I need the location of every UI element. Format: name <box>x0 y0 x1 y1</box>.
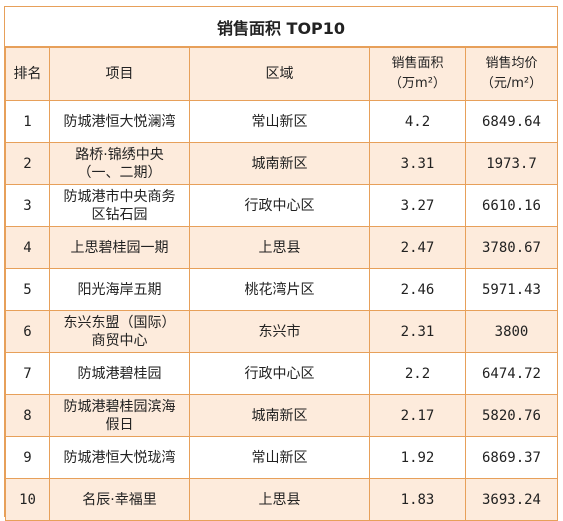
district-cell: 行政中心区 <box>189 352 370 395</box>
area-cell: 1.83 <box>369 478 466 521</box>
header-price-unit: （元/m²） <box>480 76 543 91</box>
header-project: 项目 <box>49 47 190 101</box>
project-name-line: 名辰·幸福里 <box>82 491 157 508</box>
area-cell: 4.2 <box>369 100 466 143</box>
area-cell: 2.17 <box>369 394 466 437</box>
area-cell: 3.31 <box>369 142 466 185</box>
rank-cell: 10 <box>5 478 50 521</box>
project-cell: 阳光海岸五期 <box>49 268 190 311</box>
price-cell: 6849.64 <box>465 100 558 143</box>
table-frame: 销售面积 TOP10 排名 项目 区域 销售面积 （万m²） 销售均价 （元/m… <box>4 6 558 521</box>
district-cell: 上思县 <box>189 478 370 521</box>
rank-cell: 2 <box>5 142 50 185</box>
project-name-line: 上思碧桂园一期 <box>70 239 169 256</box>
district-cell: 桃花湾片区 <box>189 268 370 311</box>
price-cell: 6610.16 <box>465 184 558 227</box>
project-name-line: 东兴东盟（国际） <box>63 314 176 331</box>
rank-cell: 8 <box>5 394 50 437</box>
district-cell: 上思县 <box>189 226 370 269</box>
project-cell: 防城港碧桂园 <box>49 352 190 395</box>
table-title: 销售面积 TOP10 <box>5 7 557 47</box>
header-area-label: 销售面积 <box>391 56 444 71</box>
area-cell: 2.2 <box>369 352 466 395</box>
district-cell: 东兴市 <box>189 310 370 353</box>
project-name-line: 区钻石园 <box>91 206 148 223</box>
table-row: 5 阳光海岸五期 桃花湾片区 2.46 5971.43 <box>5 268 558 311</box>
table-row: 10 名辰·幸福里 上思县 1.83 3693.24 <box>5 478 558 521</box>
rank-cell: 4 <box>5 226 50 269</box>
price-cell: 6474.72 <box>465 352 558 395</box>
header-area: 销售面积 （万m²） <box>369 47 466 101</box>
project-cell: 东兴东盟（国际） 商贸中心 <box>49 310 190 353</box>
project-name-line: 防城港恒大悦澜湾 <box>63 113 176 130</box>
price-cell: 3800 <box>465 310 558 353</box>
area-cell: 1.92 <box>369 436 466 479</box>
table-row: 6 东兴东盟（国际） 商贸中心 东兴市 2.31 3800 <box>5 310 558 353</box>
header-row: 排名 项目 区域 销售面积 （万m²） 销售均价 （元/m²） <box>5 47 558 101</box>
header-price: 销售均价 （元/m²） <box>465 47 558 101</box>
area-cell: 2.46 <box>369 268 466 311</box>
price-cell: 5820.76 <box>465 394 558 437</box>
header-district: 区域 <box>189 47 370 101</box>
project-name-line: 防城港碧桂园滨海 <box>63 398 176 415</box>
project-cell: 名辰·幸福里 <box>49 478 190 521</box>
table-row: 2 路桥·锦绣中央 （一、二期） 城南新区 3.31 1973.7 <box>5 142 558 185</box>
price-cell: 3780.67 <box>465 226 558 269</box>
project-cell: 防城港碧桂园滨海 假日 <box>49 394 190 437</box>
header-area-unit: （万m²） <box>389 76 446 91</box>
rank-cell: 6 <box>5 310 50 353</box>
price-cell: 6869.37 <box>465 436 558 479</box>
table-row: 3 防城港市中央商务 区钻石园 行政中心区 3.27 6610.16 <box>5 184 558 227</box>
project-name-line: 路桥·锦绣中央 <box>75 146 164 163</box>
project-name-line: 防城港市中央商务 <box>63 188 176 205</box>
table-row: 7 防城港碧桂园 行政中心区 2.2 6474.72 <box>5 352 558 395</box>
price-cell: 3693.24 <box>465 478 558 521</box>
table-row: 4 上思碧桂园一期 上思县 2.47 3780.67 <box>5 226 558 269</box>
area-cell: 2.47 <box>369 226 466 269</box>
project-cell: 防城港恒大悦澜湾 <box>49 100 190 143</box>
rank-cell: 7 <box>5 352 50 395</box>
project-name-line: 假日 <box>105 416 134 433</box>
district-cell: 行政中心区 <box>189 184 370 227</box>
project-cell: 防城港恒大悦珑湾 <box>49 436 190 479</box>
project-name-line: （一、二期） <box>77 164 162 181</box>
district-cell: 常山新区 <box>189 100 370 143</box>
table-row: 1 防城港恒大悦澜湾 常山新区 4.2 6849.64 <box>5 100 558 143</box>
project-name-line: 防城港恒大悦珑湾 <box>63 449 176 466</box>
rank-cell: 3 <box>5 184 50 227</box>
district-cell: 城南新区 <box>189 394 370 437</box>
header-price-label: 销售均价 <box>485 56 538 71</box>
header-rank: 排名 <box>5 47 50 101</box>
rank-cell: 9 <box>5 436 50 479</box>
price-cell: 1973.7 <box>465 142 558 185</box>
project-name-line: 防城港碧桂园 <box>77 365 162 382</box>
project-cell: 上思碧桂园一期 <box>49 226 190 269</box>
project-cell: 防城港市中央商务 区钻石园 <box>49 184 190 227</box>
table-row: 8 防城港碧桂园滨海 假日 城南新区 2.17 5820.76 <box>5 394 558 437</box>
project-name-line: 阳光海岸五期 <box>77 281 162 298</box>
district-cell: 常山新区 <box>189 436 370 479</box>
project-name-line: 商贸中心 <box>91 332 148 349</box>
rank-cell: 5 <box>5 268 50 311</box>
sales-area-table: 排名 项目 区域 销售面积 （万m²） 销售均价 （元/m²） 1 防城港恒大悦澜… <box>5 47 558 521</box>
price-cell: 5971.43 <box>465 268 558 311</box>
project-cell: 路桥·锦绣中央 （一、二期） <box>49 142 190 185</box>
table-row: 9 防城港恒大悦珑湾 常山新区 1.92 6869.37 <box>5 436 558 479</box>
area-cell: 2.31 <box>369 310 466 353</box>
district-cell: 城南新区 <box>189 142 370 185</box>
rank-cell: 1 <box>5 100 50 143</box>
area-cell: 3.27 <box>369 184 466 227</box>
